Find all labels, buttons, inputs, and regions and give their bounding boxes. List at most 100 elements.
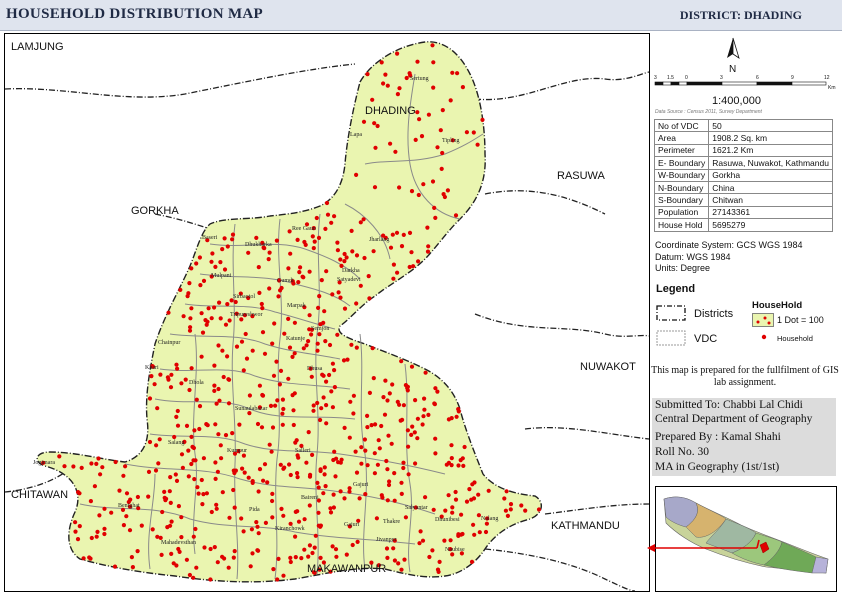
household-dot	[379, 423, 384, 429]
household-dot	[453, 497, 459, 502]
household-dot	[422, 396, 427, 401]
household-dot	[435, 389, 440, 394]
household-dot	[363, 492, 368, 497]
household-dot	[423, 495, 428, 500]
household-dot	[218, 443, 223, 448]
household-dot	[197, 426, 202, 432]
household-dot	[219, 456, 224, 461]
vdc-label: Ree Gaun	[292, 226, 316, 232]
household-dot	[354, 253, 360, 258]
household-dot	[345, 357, 350, 362]
household-dot	[225, 244, 230, 249]
household-dot	[169, 551, 174, 557]
vdc-labels: Sertung Lapa Tipling Jharlang Ree Gaun B…	[33, 76, 498, 553]
vdc-label: Jharlang	[369, 237, 389, 243]
household-dot	[186, 448, 191, 453]
household-dot	[317, 332, 322, 337]
scale-bar: 3 1.5 0 3 6 9 12 Km	[654, 75, 836, 91]
household-dot	[95, 529, 100, 534]
nepal-inset-map	[655, 486, 837, 592]
household-dot	[439, 166, 444, 171]
household-dot	[62, 464, 67, 469]
household-dot	[278, 462, 283, 467]
household-dot	[318, 468, 323, 474]
household-dot	[317, 294, 322, 299]
household-dot	[408, 73, 413, 78]
household-dot	[256, 489, 261, 494]
svg-text:3: 3	[654, 75, 657, 81]
label-rasuwa: RASUWA	[557, 170, 606, 182]
household-dot	[335, 248, 340, 253]
household-dot	[421, 182, 426, 187]
household-dot	[391, 546, 396, 551]
household-dot	[214, 502, 219, 507]
submitted-to: Submitted To: Chabbi Lal Chidi	[655, 399, 803, 411]
household-dot	[415, 416, 420, 421]
household-dot	[291, 408, 296, 413]
household-dot	[316, 305, 321, 310]
household-dot	[288, 251, 293, 256]
household-dot	[213, 264, 218, 269]
household-dot	[150, 527, 155, 532]
household-dot	[230, 232, 236, 237]
table-row: N-Boundary China	[653, 180, 833, 195]
household-dot	[221, 374, 226, 380]
map-frame[interactable]: LAMJUNG GORKHA RASUWA NUWAKOT CHITAWAN K…	[4, 33, 650, 592]
vdc-label: Khari	[145, 365, 159, 371]
household-dot	[177, 549, 182, 555]
household-dot	[358, 220, 363, 225]
household-dot	[328, 510, 334, 515]
household-dot	[321, 373, 326, 378]
vdc-label: Mahadevsthan	[161, 540, 196, 546]
household-dot	[342, 306, 348, 311]
label-kathmandu: KATHMANDU	[551, 520, 620, 532]
vdc-label: Gajuri	[353, 482, 369, 488]
household-dot	[230, 431, 235, 436]
household-dot	[438, 128, 443, 133]
legend-districts: Districts	[694, 308, 734, 320]
household-dot	[79, 465, 84, 470]
household-dot	[257, 405, 262, 410]
household-dot	[213, 476, 218, 481]
household-dot	[234, 344, 240, 349]
nepal-locator-map	[663, 496, 829, 574]
household-dot	[205, 238, 210, 243]
household-dot	[435, 145, 440, 150]
household-dot	[449, 456, 454, 461]
prepared-by: Prepared By : Kamal Shahi	[655, 431, 781, 443]
household-dot	[407, 230, 413, 235]
household-dot	[262, 246, 267, 251]
household-dot	[316, 510, 321, 515]
household-dot	[292, 351, 297, 356]
household-dot	[239, 516, 244, 521]
household-dot	[218, 316, 223, 321]
household-dot	[288, 555, 293, 561]
household-dot	[399, 567, 404, 572]
household-dot	[233, 299, 238, 305]
household-dot	[327, 342, 333, 348]
household-dot	[241, 453, 246, 458]
household-dot	[297, 270, 302, 275]
household-dot	[276, 556, 281, 562]
household-dot	[448, 538, 453, 543]
household-dot	[215, 469, 220, 474]
household-dot	[275, 398, 280, 403]
household-dot	[373, 145, 378, 150]
household-dot	[304, 222, 310, 227]
household-dot	[334, 554, 339, 559]
vdc-label: Lapa	[350, 132, 362, 138]
vdc-label: Naubise	[445, 547, 465, 553]
household-dot	[276, 294, 281, 299]
household-dot	[351, 411, 356, 416]
household-dot	[399, 480, 404, 485]
household-dot	[197, 404, 203, 409]
household-dot	[213, 422, 218, 427]
household-dot	[351, 393, 356, 398]
household-dot	[274, 359, 279, 364]
household-dot	[471, 522, 476, 527]
household-dot	[369, 423, 374, 428]
household-dot	[169, 519, 174, 524]
household-dot	[349, 342, 354, 347]
household-dot	[291, 281, 296, 286]
household-dot	[240, 466, 245, 471]
